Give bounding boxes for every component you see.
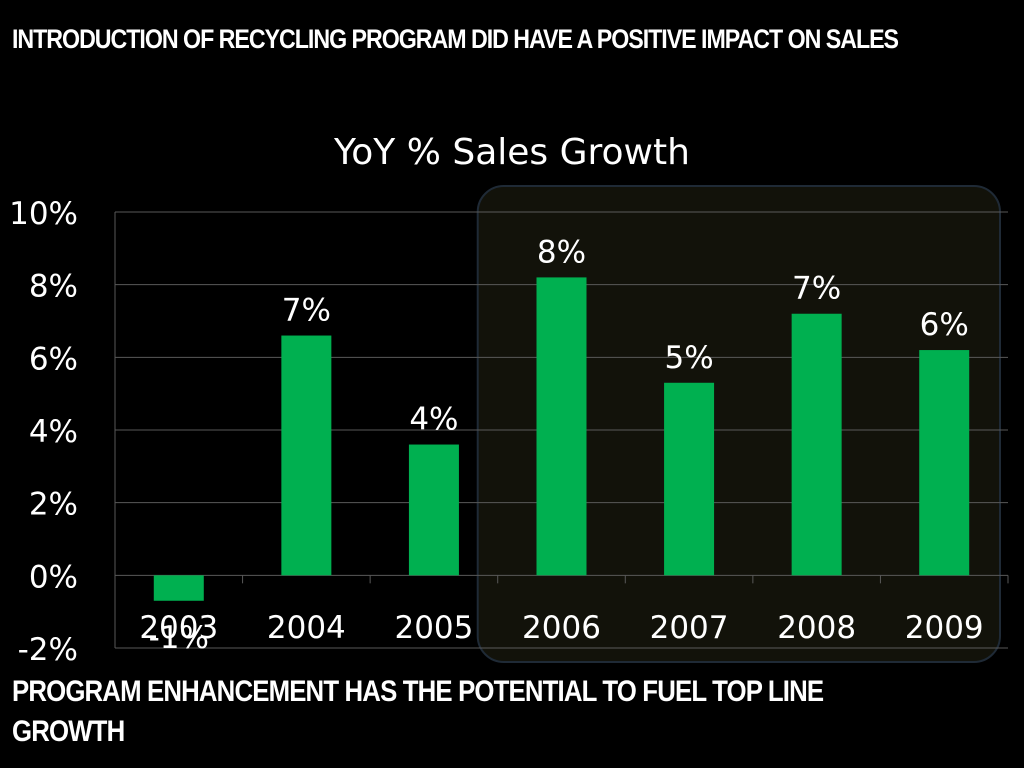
x-tick-label: 2007 (650, 610, 729, 646)
y-tick-label: 8% (29, 269, 78, 305)
footer-text: PROGRAM ENHANCEMENT HAS THE POTENTIAL TO… (12, 675, 824, 748)
bars (153, 277, 970, 601)
bar-2004 (281, 335, 332, 576)
y-axis-ticks: -2% 0% 2% 4% 6% 8% 10% (9, 196, 78, 668)
y-tick-label: -2% (18, 632, 78, 668)
data-labels: -1% 7% 4% 8% 5% 7% 6% (149, 234, 969, 655)
highlight-region (476, 185, 1001, 663)
data-label: 4% (409, 402, 458, 438)
data-label: 6% (920, 307, 969, 343)
bar-2007 (664, 382, 715, 576)
data-label: -1% (149, 620, 209, 656)
bar-2006 (536, 277, 587, 576)
y-tick-label: 10% (9, 196, 78, 232)
bar-2008 (791, 313, 842, 576)
x-tick-label: 2006 (522, 610, 601, 646)
data-label: 8% (537, 234, 586, 270)
y-tick-label: 4% (29, 414, 78, 450)
x-tick-label: 2004 (267, 610, 346, 646)
headline: INTRODUCTION OF RECYCLING PROGRAM DID HA… (12, 24, 899, 54)
y-tick-label: 6% (29, 341, 78, 377)
x-tick-label: 2005 (394, 610, 473, 646)
data-label: 7% (792, 271, 841, 307)
x-tick-label: 2008 (777, 610, 856, 646)
data-label: 7% (282, 293, 331, 329)
chart-title: YoY % Sales Growth (333, 132, 690, 173)
x-tick-label: 2003 (139, 610, 218, 646)
x-axis-labels: 2003 2004 2005 2006 2007 2008 2009 (139, 610, 983, 646)
bar-2009 (919, 350, 970, 576)
bar-2005 (408, 444, 459, 576)
y-tick-label: 0% (29, 559, 78, 595)
bar-2003 (153, 575, 204, 601)
x-tick-label: 2009 (905, 610, 984, 646)
y-tick-label: 2% (29, 487, 78, 523)
data-label: 5% (664, 340, 713, 376)
